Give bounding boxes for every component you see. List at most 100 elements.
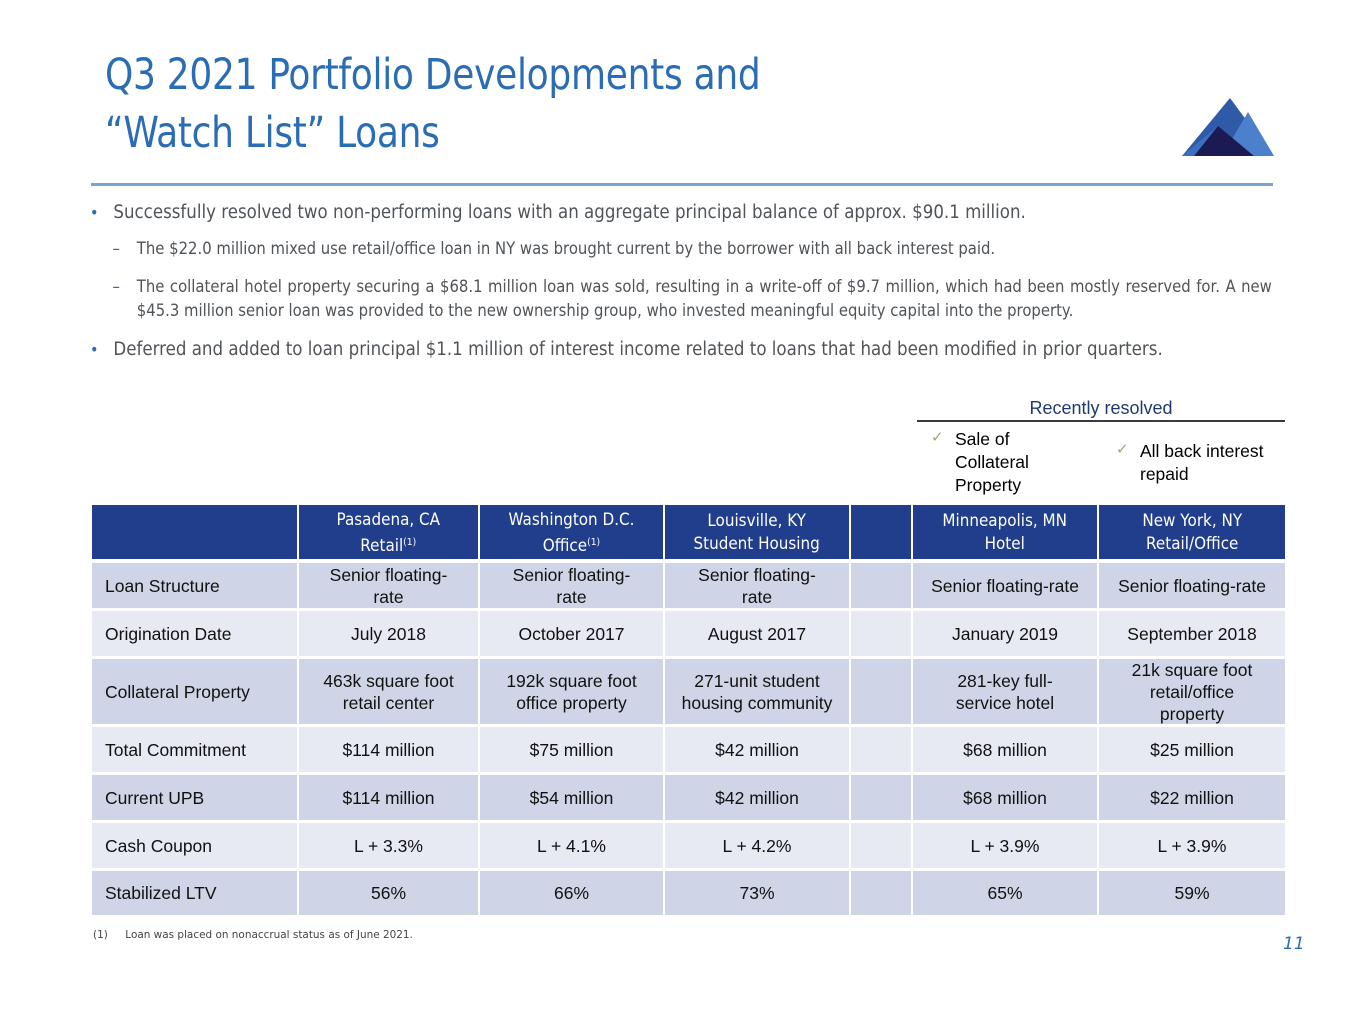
column-header-type: Retail/Office xyxy=(1145,534,1239,553)
table-cell: 65% xyxy=(913,871,1097,915)
table-cell: September 2018 xyxy=(1099,611,1285,656)
footnote-marker: (1) xyxy=(403,536,417,548)
column-header-text: Minneapolis, MN Hotel xyxy=(943,509,1068,555)
table-cell: L + 3.3% xyxy=(299,823,478,868)
column-header: Pasadena, CA Retail(1) xyxy=(299,505,478,559)
footnote: (1) Loan was placed on nonaccrual status … xyxy=(93,928,413,941)
table-cell: $54 million xyxy=(480,775,663,820)
table-cell: $22 million xyxy=(1099,775,1285,820)
column-header-type: Student Housing xyxy=(693,534,821,553)
header-cell-spacer xyxy=(851,505,911,559)
spacer-cell xyxy=(851,871,911,915)
resolved-item-text: Sale of Collateral Property xyxy=(955,429,1029,495)
column-header-type: Retail xyxy=(360,535,404,555)
bullet-text: Successfully resolved two non-performing… xyxy=(113,202,1026,223)
column-header-location: Minneapolis, MN xyxy=(942,511,1068,530)
title-line-1: Q3 2021 Portfolio Developments and xyxy=(105,50,761,100)
table-cell: $114 million xyxy=(299,775,478,820)
column-header: Louisville, KY Student Housing xyxy=(665,505,849,559)
row-label: Origination Date xyxy=(92,611,297,656)
table-cell: $68 million xyxy=(913,727,1097,772)
spacer-cell xyxy=(851,611,911,656)
column-header-type: Hotel xyxy=(984,534,1026,553)
table-cell: October 2017 xyxy=(480,611,663,656)
row-label: Cash Coupon xyxy=(92,823,297,868)
table-cell: $42 million xyxy=(665,727,849,772)
table-cell: 271-unit student housing community xyxy=(665,659,849,724)
table-cell: Senior floating-rate xyxy=(480,563,663,608)
sub-bullet-item: – The $22.0 million mixed use retail/off… xyxy=(90,237,1272,262)
bullet-text: Deferred and added to loan principal $1.… xyxy=(113,338,1163,360)
column-header-location: New York, NY xyxy=(1142,511,1242,530)
table-cell: Senior floating-rate xyxy=(913,563,1097,608)
check-icon: ✓ xyxy=(931,429,944,446)
spacer-cell xyxy=(851,775,911,820)
table-cell: 21k square foot retail/office property xyxy=(1099,659,1285,724)
table-cell: L + 3.9% xyxy=(913,823,1097,868)
table-cell: 73% xyxy=(665,871,849,915)
table-cell: August 2017 xyxy=(665,611,849,656)
summary-bullets: • Successfully resolved two non-performi… xyxy=(90,200,1273,363)
spacer-cell xyxy=(851,823,911,868)
column-header-location: Washington D.C. xyxy=(508,509,635,529)
sub-bullet-item: – The collateral hotel property securing… xyxy=(90,275,1272,324)
column-header: Minneapolis, MN Hotel xyxy=(913,505,1097,559)
footnote-number: (1) xyxy=(93,928,108,941)
column-header: Washington D.C. Office(1) xyxy=(480,505,663,559)
recently-resolved-divider xyxy=(917,420,1285,422)
title-divider xyxy=(91,183,1273,186)
spacer-cell xyxy=(851,727,911,772)
column-header-type: Office xyxy=(542,535,588,555)
dash-icon: – xyxy=(112,239,120,258)
page-title: Q3 2021 Portfolio Developments and “Watc… xyxy=(105,46,1035,162)
table-cell: L + 3.9% xyxy=(1099,823,1285,868)
table-cell: January 2019 xyxy=(913,611,1097,656)
table-cell: 281-key full-service hotel xyxy=(913,659,1097,724)
table-cell: Senior floating-rate xyxy=(1099,563,1285,608)
column-header: New York, NY Retail/Office xyxy=(1099,505,1285,559)
sub-bullet-text: The $22.0 million mixed use retail/offic… xyxy=(136,239,996,258)
row-label: Total Commitment xyxy=(92,727,297,772)
row-label: Collateral Property xyxy=(92,659,297,724)
table-cell: 66% xyxy=(480,871,663,915)
check-icon: ✓ xyxy=(1116,441,1129,458)
column-header-text: New York, NY Retail/Office xyxy=(1142,509,1242,555)
table-cell: 56% xyxy=(299,871,478,915)
row-label: Stabilized LTV xyxy=(92,871,297,915)
table-cell: $25 million xyxy=(1099,727,1285,772)
page-number: 11 xyxy=(1283,934,1305,954)
column-header-location: Pasadena, CA xyxy=(336,509,441,529)
sub-bullet-text: The collateral hotel property securing a… xyxy=(136,276,1272,321)
row-label: Current UPB xyxy=(92,775,297,820)
spacer-cell xyxy=(851,563,911,608)
table-cell: 59% xyxy=(1099,871,1285,915)
table-cell: $42 million xyxy=(665,775,849,820)
resolved-item-text: All back interest repaid xyxy=(1140,441,1264,484)
table-cell: $68 million xyxy=(913,775,1097,820)
bullet-icon: • xyxy=(90,203,99,222)
bullet-icon: • xyxy=(90,339,99,359)
column-header-text: Washington D.C. Office(1) xyxy=(509,508,635,557)
resolved-item-interest: ✓ All back interest repaid xyxy=(1116,440,1280,486)
column-header-text: Pasadena, CA Retail(1) xyxy=(337,508,441,557)
table-cell: $75 million xyxy=(480,727,663,772)
dash-icon: – xyxy=(112,276,120,296)
table-cell: 192k square foot office property xyxy=(480,659,663,724)
footnote-text: Loan was placed on nonaccrual status as … xyxy=(125,928,413,941)
resolved-item-sale: ✓ Sale of Collateral Property xyxy=(931,428,1075,497)
table-cell: Senior floating-rate xyxy=(299,563,478,608)
column-header-location: Louisville, KY xyxy=(707,511,807,530)
bullet-item: • Successfully resolved two non-performi… xyxy=(90,200,1272,225)
recently-resolved-heading: Recently resolved xyxy=(1029,398,1173,418)
mountain-logo-icon xyxy=(1182,98,1274,156)
bullet-item: • Deferred and added to loan principal $… xyxy=(90,336,1272,363)
footnote-marker: (1) xyxy=(587,536,601,548)
title-line-2: “Watch List” Loans xyxy=(105,108,440,158)
spacer-cell xyxy=(851,659,911,724)
table-cell: 463k square foot retail center xyxy=(299,659,478,724)
table-cell: Senior floating-rate xyxy=(665,563,849,608)
row-label: Loan Structure xyxy=(92,563,297,608)
column-header-text: Louisville, KY Student Housing xyxy=(694,509,820,555)
header-cell-empty xyxy=(92,505,297,559)
table-cell: L + 4.2% xyxy=(665,823,849,868)
